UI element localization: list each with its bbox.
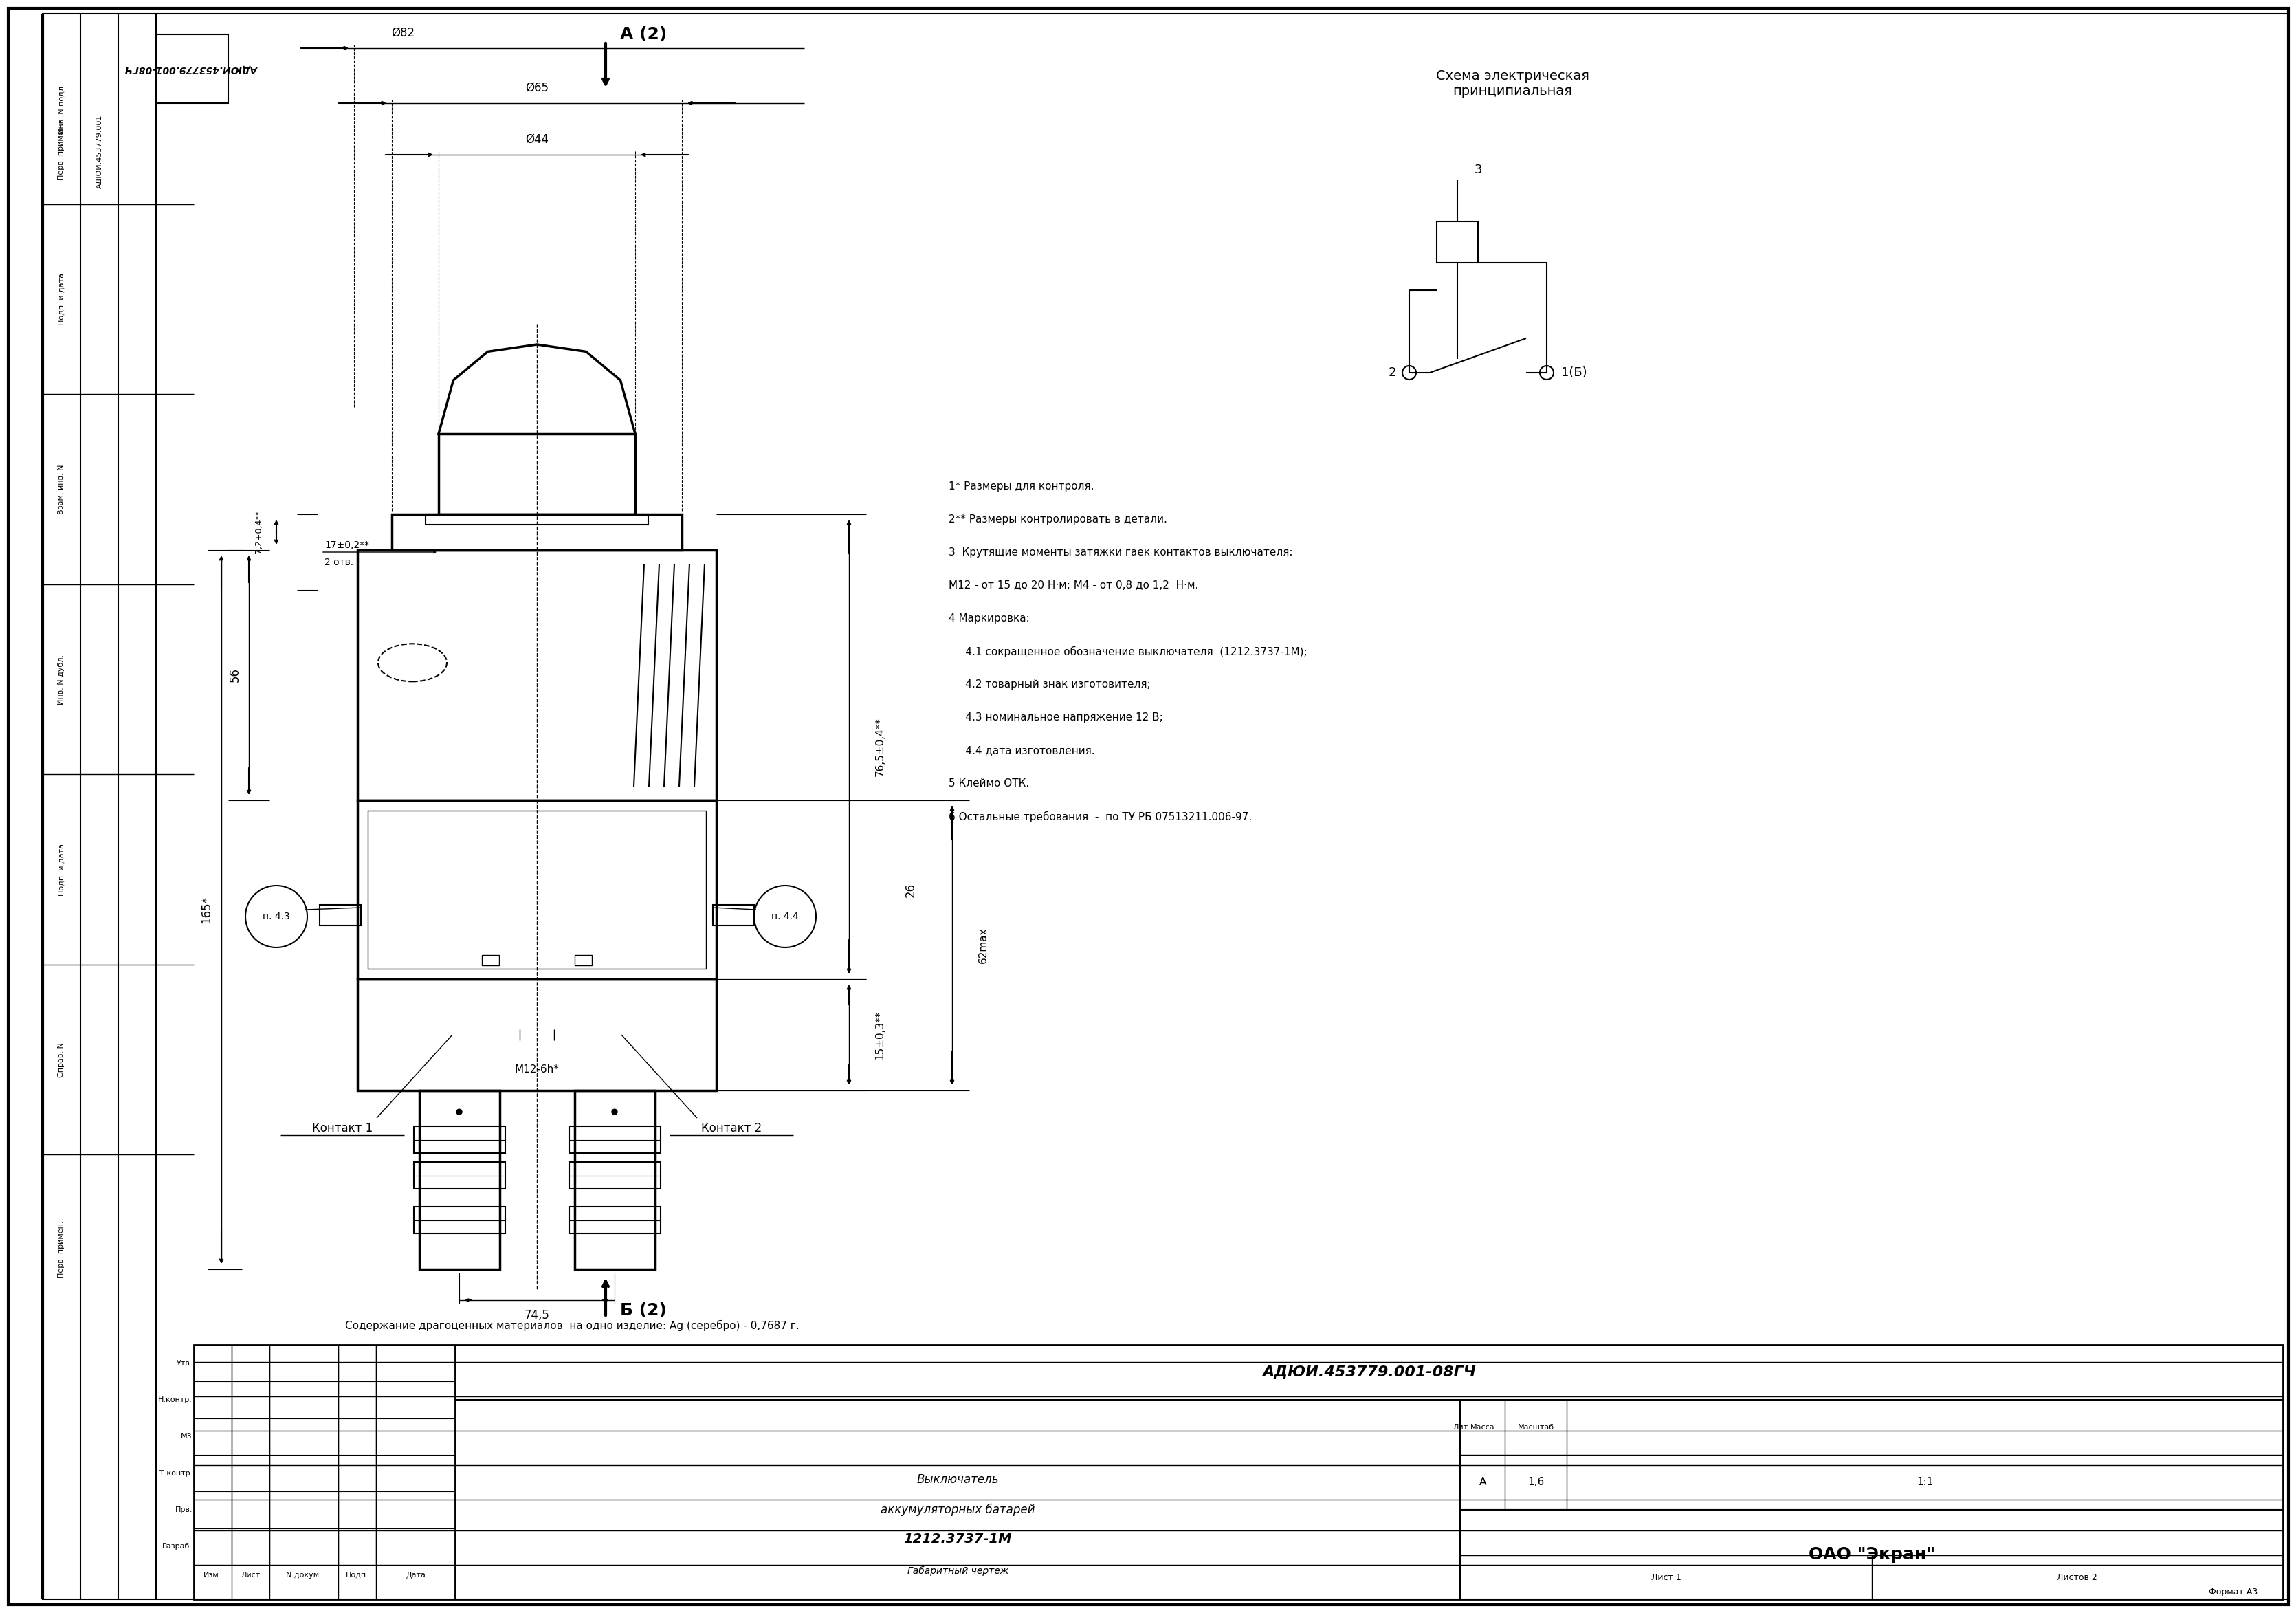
Text: Контакт 2: Контакт 2 xyxy=(700,1123,762,1134)
Circle shape xyxy=(457,1110,461,1115)
Bar xyxy=(358,800,716,979)
Text: Лит: Лит xyxy=(1453,1424,1467,1431)
Bar xyxy=(413,1126,505,1153)
Text: 6 Остальные требования  -  по ТУ РБ 07513211.006-97.: 6 Остальные требования - по ТУ РБ 075132… xyxy=(948,811,1251,823)
Text: Инв. N подл.: Инв. N подл. xyxy=(57,84,64,134)
Bar xyxy=(367,811,705,969)
Bar xyxy=(319,905,360,926)
Bar xyxy=(156,34,227,103)
Text: Листов 2: Листов 2 xyxy=(2057,1573,2096,1582)
Text: Ø65: Ø65 xyxy=(526,82,549,94)
Text: А: А xyxy=(1479,1478,1486,1487)
Text: 26: 26 xyxy=(905,882,916,897)
Text: М3: М3 xyxy=(181,1432,193,1440)
Text: Контакт 1: Контакт 1 xyxy=(312,1123,372,1134)
Bar xyxy=(393,515,682,550)
Text: 2: 2 xyxy=(1387,366,1396,379)
Text: 5 Клеймо ОТК.: 5 Клеймо ОТК. xyxy=(948,779,1029,789)
Text: Н.контр.: Н.контр. xyxy=(158,1397,193,1403)
Text: Габаритный чертеж: Габаритный чертеж xyxy=(907,1566,1008,1576)
Text: 165*: 165* xyxy=(200,895,211,923)
Text: АДЮИ.453779.001-08ГЧ: АДЮИ.453779.001-08ГЧ xyxy=(1263,1366,1476,1379)
Bar xyxy=(358,979,716,1090)
Text: 4.4 дата изготовления.: 4.4 дата изготовления. xyxy=(948,745,1095,755)
Bar xyxy=(425,515,647,524)
Bar xyxy=(413,1207,505,1234)
Bar xyxy=(413,1161,505,1189)
Text: Масса: Масса xyxy=(1469,1424,1495,1431)
Text: Подп. и дата: Подп. и дата xyxy=(57,273,64,326)
Bar xyxy=(193,1345,2282,1598)
Text: п. 4.3: п. 4.3 xyxy=(262,911,289,921)
Bar xyxy=(358,550,716,800)
Text: п. 4.4: п. 4.4 xyxy=(771,911,799,921)
Text: АДЮИ.453779.001-08ГЧ: АДЮИ.453779.001-08ГЧ xyxy=(126,65,259,74)
Text: ОАО "Экран": ОАО "Экран" xyxy=(1807,1547,1936,1563)
Text: Дата: Дата xyxy=(406,1571,425,1579)
Text: Выключатель: Выключатель xyxy=(916,1473,999,1486)
Bar xyxy=(574,955,592,965)
Text: Б (2): Б (2) xyxy=(620,1302,666,1319)
Text: 62max: 62max xyxy=(978,927,987,963)
Text: 4 Маркировка:: 4 Маркировка: xyxy=(948,613,1029,624)
Bar xyxy=(439,434,636,515)
Text: Подп. и дата: Подп. и дата xyxy=(57,844,64,895)
Text: А (2): А (2) xyxy=(620,26,666,42)
Text: Взам. инв. N: Взам. инв. N xyxy=(57,465,64,515)
Text: Разраб.: Разраб. xyxy=(163,1544,193,1550)
Text: 4.3 номинальное напряжение 12 В;: 4.3 номинальное напряжение 12 В; xyxy=(948,713,1162,723)
Text: 2 отв.: 2 отв. xyxy=(324,558,354,568)
Text: N докум.: N докум. xyxy=(287,1571,321,1579)
Text: 76,5±0,4**: 76,5±0,4** xyxy=(875,718,884,776)
Text: Перв. примен.: Перв. примен. xyxy=(57,123,64,181)
Text: 1,6: 1,6 xyxy=(1527,1478,1543,1487)
Text: Подп.: Подп. xyxy=(344,1571,370,1579)
Text: Масштаб: Масштаб xyxy=(1518,1424,1554,1431)
Text: 3: 3 xyxy=(1474,163,1481,176)
Bar xyxy=(420,1090,501,1269)
Text: 17±0,2**: 17±0,2** xyxy=(324,540,370,550)
Bar xyxy=(712,905,753,926)
Text: Схема электрическая
принципиальная: Схема электрическая принципиальная xyxy=(1435,69,1589,98)
Text: Ø82: Ø82 xyxy=(390,27,416,39)
Text: 74,5: 74,5 xyxy=(523,1310,549,1321)
Bar xyxy=(482,955,498,965)
Text: АДЮИ.453779.001: АДЮИ.453779.001 xyxy=(96,115,103,189)
Text: Прв.: Прв. xyxy=(174,1507,193,1513)
Text: Изм.: Изм. xyxy=(204,1571,223,1579)
Text: 4.1 сокращенное обозначение выключателя  (1212.3737-1М);: 4.1 сокращенное обозначение выключателя … xyxy=(948,647,1306,658)
Text: 7,2+0,4**: 7,2+0,4** xyxy=(255,511,264,553)
Circle shape xyxy=(611,1110,618,1115)
Text: 1:1: 1:1 xyxy=(1915,1478,1933,1487)
Text: Перв. примен.: Перв. примен. xyxy=(57,1221,64,1279)
Bar xyxy=(574,1090,654,1269)
Text: Содержание драгоценных материалов  на одно изделие: Ag (серебро) - 0,7687 г.: Содержание драгоценных материалов на одн… xyxy=(344,1319,799,1331)
Text: 56: 56 xyxy=(230,668,241,682)
Bar xyxy=(569,1126,661,1153)
Text: Утв.: Утв. xyxy=(177,1360,193,1366)
Text: Инв. N дубл.: Инв. N дубл. xyxy=(57,655,64,705)
Text: Формат А3: Формат А3 xyxy=(2209,1587,2257,1597)
Text: 15±0,3**: 15±0,3** xyxy=(875,1010,884,1060)
Text: Ø44: Ø44 xyxy=(526,134,549,145)
Text: М12 - от 15 до 20 Н·м; М4 - от 0,8 до 1,2  Н·м.: М12 - от 15 до 20 Н·м; М4 - от 0,8 до 1,… xyxy=(948,581,1199,590)
Text: 2** Размеры контролировать в детали.: 2** Размеры контролировать в детали. xyxy=(948,515,1166,524)
Bar xyxy=(569,1161,661,1189)
Text: Лист: Лист xyxy=(241,1571,259,1579)
Text: 1(Б): 1(Б) xyxy=(1561,366,1587,379)
Text: 1212.3737-1М: 1212.3737-1М xyxy=(902,1532,1013,1545)
Text: Справ. N: Справ. N xyxy=(57,1042,64,1077)
Bar xyxy=(1437,221,1479,263)
Text: 4.2 товарный знак изготовителя;: 4.2 товарный знак изготовителя; xyxy=(948,679,1150,690)
Text: Т.контр.: Т.контр. xyxy=(158,1469,193,1476)
Text: 1* Размеры для контроля.: 1* Размеры для контроля. xyxy=(948,481,1093,492)
Text: 3  Крутящие моменты затяжки гаек контактов выключателя:: 3 Крутящие моменты затяжки гаек контакто… xyxy=(948,547,1293,558)
Text: М12-6h*: М12-6h* xyxy=(514,1065,558,1074)
Text: Лист 1: Лист 1 xyxy=(1651,1573,1681,1582)
Text: аккумуляторных батарей: аккумуляторных батарей xyxy=(879,1503,1035,1516)
Bar xyxy=(569,1207,661,1234)
